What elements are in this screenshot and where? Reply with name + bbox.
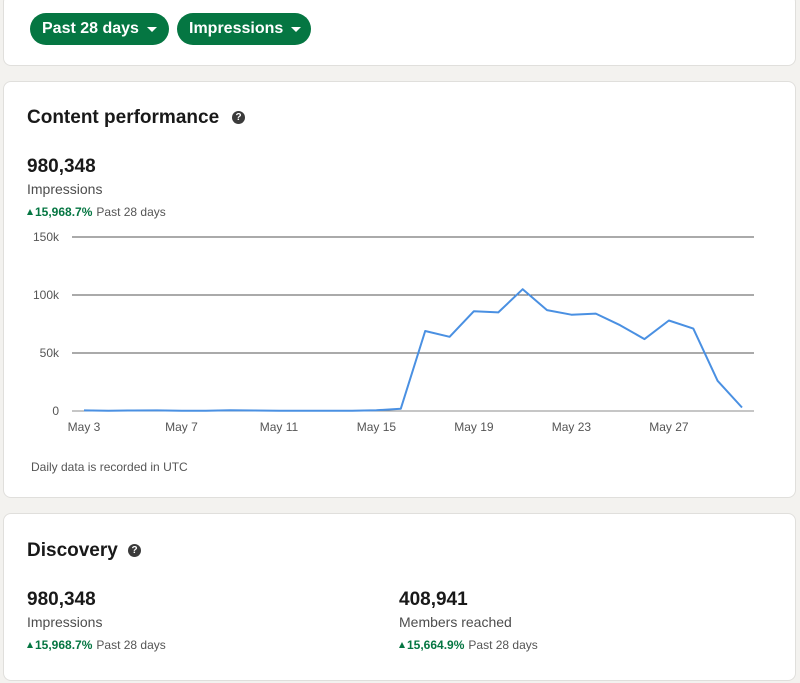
impressions-total: 980,348 — [27, 156, 96, 177]
data-point — [741, 407, 743, 409]
data-point — [205, 410, 207, 412]
data-point — [278, 410, 280, 412]
members-reached-label: Members reached — [399, 614, 512, 630]
content-performance-card: Content performance ? 980,348 Impression… — [3, 81, 796, 498]
trend-percent: 15,968.7% — [35, 205, 93, 219]
data-point — [668, 320, 670, 322]
data-point — [107, 410, 109, 412]
x-tick-label: May 19 — [454, 420, 494, 434]
x-tick-label: May 27 — [649, 420, 689, 434]
trend-percent: 15,968.7% — [35, 638, 93, 652]
data-point — [424, 330, 426, 332]
date-range-dropdown[interactable]: Past 28 days — [30, 13, 169, 45]
y-tick-label: 100k — [33, 288, 60, 302]
trend-percent: 15,664.9% — [407, 638, 465, 652]
data-point — [327, 410, 329, 412]
x-tick-label: May 11 — [260, 420, 299, 434]
data-point — [570, 314, 572, 316]
discovery-impressions-value: 980,348 — [27, 589, 96, 610]
data-point — [400, 408, 402, 410]
y-tick-label: 150k — [33, 230, 60, 244]
content-performance-title: Content performance — [27, 107, 220, 128]
x-tick-label: May 23 — [552, 420, 592, 434]
data-point — [156, 409, 158, 411]
data-point — [229, 409, 231, 411]
data-point — [644, 338, 646, 340]
impressions-series-line — [83, 288, 743, 412]
data-point — [83, 409, 85, 411]
date-range-label: Past 28 days — [42, 20, 139, 37]
x-tick-label: May 15 — [357, 420, 397, 434]
metric-dropdown[interactable]: Impressions — [177, 13, 311, 45]
members-reached-value: 408,941 — [399, 589, 468, 610]
trend-period: Past 28 days — [96, 638, 166, 652]
trend-up-icon — [399, 642, 405, 648]
data-point — [619, 324, 621, 326]
help-icon[interactable]: ? — [128, 544, 141, 557]
utc-footnote: Daily data is recorded in UTC — [31, 460, 188, 474]
data-point — [595, 313, 597, 315]
data-point — [132, 410, 134, 412]
metric-label: Impressions — [189, 20, 284, 37]
help-icon[interactable]: ? — [232, 111, 245, 124]
data-point — [449, 336, 451, 338]
filter-bar: Past 28 days Impressions — [3, 0, 796, 66]
trend-up-icon — [27, 642, 33, 648]
discovery-title: Discovery — [27, 540, 118, 561]
data-point — [375, 409, 377, 411]
impressions-line-chart: 0 50k 100k 150k May 3 May 7 May 11 May 15 May 19… — [33, 230, 754, 434]
data-point — [717, 380, 719, 382]
trend-period: Past 28 days — [468, 638, 538, 652]
impressions-label: Impressions — [27, 181, 103, 197]
data-point — [302, 410, 304, 412]
discovery-card: Discovery ? 980,348 Impressions 15,968.7… — [3, 513, 796, 681]
caret-down-icon — [146, 26, 157, 32]
discovery-impressions-trend: 15,968.7% Past 28 days — [27, 638, 166, 652]
y-tick-label: 50k — [40, 346, 60, 360]
data-point — [522, 288, 524, 290]
impressions-trend: 15,968.7% Past 28 days — [27, 205, 166, 219]
data-point — [497, 311, 499, 313]
data-point — [351, 410, 353, 412]
discovery-impressions-label: Impressions — [27, 614, 103, 630]
data-point — [692, 328, 694, 330]
y-tick-label: 0 — [52, 404, 59, 418]
trend-period: Past 28 days — [96, 205, 166, 219]
data-point — [254, 410, 256, 412]
x-tick-label: May 3 — [68, 420, 101, 434]
trend-up-icon — [27, 209, 33, 215]
data-point — [473, 310, 475, 312]
data-point — [546, 309, 548, 311]
x-tick-label: May 7 — [165, 420, 198, 434]
members-reached-trend: 15,664.9% Past 28 days — [399, 638, 538, 652]
data-point — [180, 410, 182, 412]
caret-down-icon — [291, 26, 302, 32]
